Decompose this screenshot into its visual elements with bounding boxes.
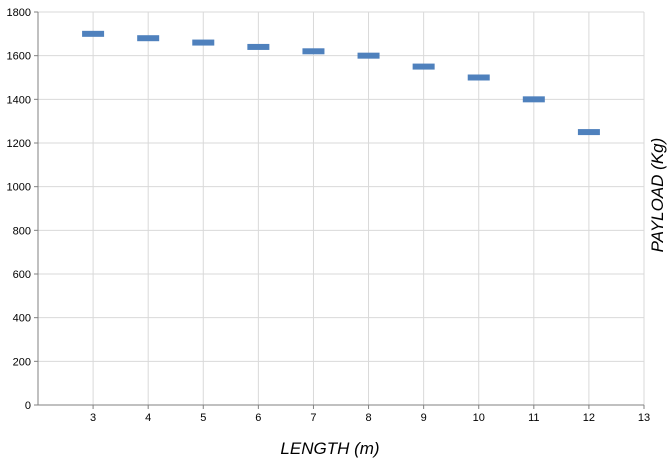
x-tick-label: 6 xyxy=(255,412,261,424)
data-point xyxy=(192,39,215,46)
x-tick-label: 4 xyxy=(145,412,151,424)
y-tick-label: 400 xyxy=(13,313,31,325)
y-tick-label: 1000 xyxy=(7,182,31,194)
data-point xyxy=(302,48,325,55)
x-tick-label: 9 xyxy=(421,412,427,424)
data-point xyxy=(247,43,270,50)
x-tick-label: 13 xyxy=(638,412,650,424)
x-tick-label: 11 xyxy=(528,412,539,424)
data-point xyxy=(137,35,160,42)
data-point xyxy=(467,74,490,81)
y-tick-label: 800 xyxy=(13,225,31,237)
x-tick-label: 10 xyxy=(473,412,485,424)
x-tick-label: 3 xyxy=(90,412,96,424)
data-point xyxy=(82,30,105,37)
x-tick-label: 7 xyxy=(310,412,316,424)
x-tick-label: 12 xyxy=(583,412,595,424)
y-tick-label: 200 xyxy=(13,356,31,368)
x-axis-label: LENGTH (m) xyxy=(280,439,379,458)
data-point xyxy=(412,63,435,70)
y-tick-label: 1800 xyxy=(7,7,31,19)
axes xyxy=(34,11,645,409)
y-tick-label: 0 xyxy=(25,400,31,412)
y-tick-label: 1200 xyxy=(7,138,31,150)
data-point xyxy=(357,52,380,59)
x-tick-label: 5 xyxy=(200,412,206,424)
y-tick-label: 1600 xyxy=(7,51,31,63)
tick-labels: 0 200 400 600 800 1000 1200 1400 1600 1800 3 4 5 6 7 8 9… xyxy=(7,7,651,424)
data-point xyxy=(577,129,600,136)
y-axis-label: PAYLOAD (Kg) xyxy=(648,138,667,253)
y-tick-label: 1400 xyxy=(7,94,31,106)
data-points xyxy=(82,30,600,136)
x-tick-label: 8 xyxy=(365,412,371,424)
data-point xyxy=(522,96,545,103)
y-tick-label: 600 xyxy=(13,269,31,281)
grid-lines xyxy=(38,11,645,405)
